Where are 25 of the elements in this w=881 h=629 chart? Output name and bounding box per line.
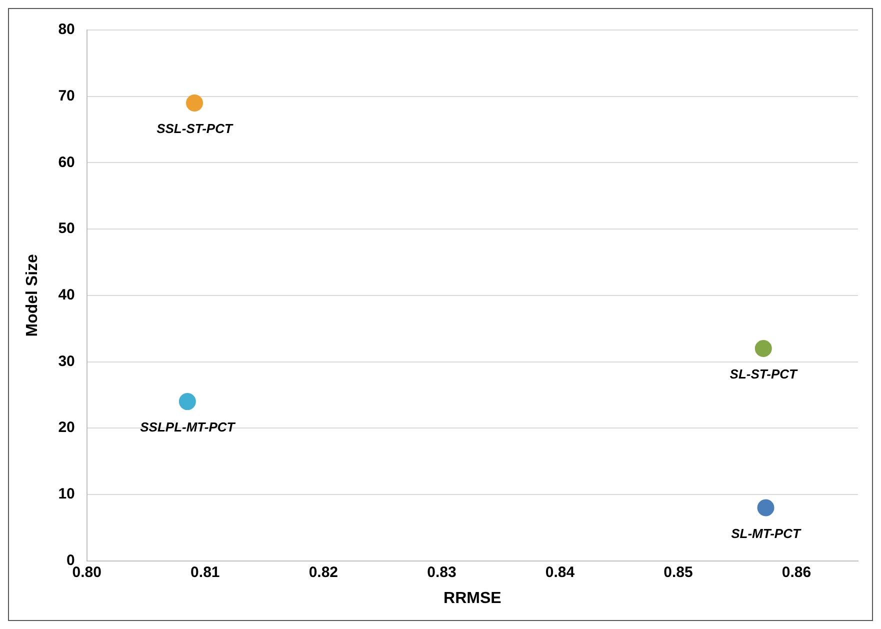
- y-tick-label: 30: [58, 352, 75, 370]
- x-tick-label: 0.80: [72, 564, 102, 581]
- series-label: SL-MT-PCT: [731, 526, 802, 541]
- x-tick-label: 0.82: [308, 564, 338, 581]
- y-tick-label: 70: [58, 87, 75, 104]
- point: [757, 499, 774, 516]
- y-tick-label: 20: [58, 419, 75, 436]
- y-tick-label: 50: [58, 220, 75, 238]
- series-label: SSL-ST-PCT: [156, 121, 234, 136]
- point: [186, 94, 204, 112]
- x-tick-label: 0.84: [545, 564, 576, 581]
- x-tick-label: 0.85: [664, 564, 693, 581]
- y-tick-label: 10: [58, 486, 75, 503]
- y-tick-label: 40: [58, 286, 75, 304]
- y-axis-title: Model Size: [24, 254, 42, 337]
- series-label: SSLPL-MT-PCT: [140, 420, 236, 435]
- x-tick-label: 0.83: [427, 564, 456, 581]
- x-tick-label: 0.81: [190, 564, 220, 581]
- y-tick-label: 80: [58, 21, 75, 38]
- y-tick-label: 60: [58, 154, 75, 171]
- x-tick-label: 0.86: [782, 564, 812, 581]
- point: [178, 393, 196, 410]
- point: [754, 340, 772, 357]
- series-label: SL-ST-PCT: [730, 366, 798, 382]
- x-axis-title: RRMSE: [444, 590, 502, 607]
